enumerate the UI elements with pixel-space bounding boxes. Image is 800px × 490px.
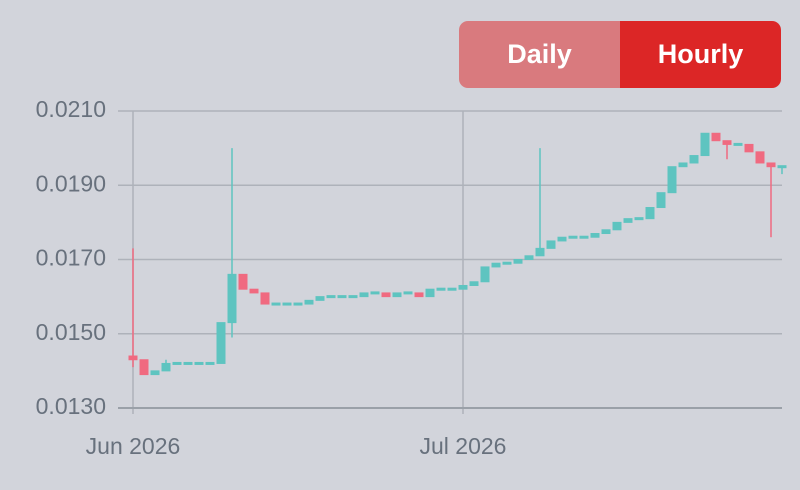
candle-body [766, 162, 776, 168]
range-toggle: Daily Hourly [459, 21, 781, 88]
candle-body [392, 292, 402, 298]
candle-body [315, 296, 325, 301]
candle-body [612, 221, 622, 231]
candle-body [502, 261, 512, 265]
candle-body [777, 165, 787, 169]
candle-body [425, 288, 435, 298]
candle-body [601, 229, 611, 235]
candle-body [623, 218, 633, 223]
candle-body [447, 287, 457, 291]
candle-body [436, 287, 446, 291]
candle-body [590, 233, 600, 238]
candle-body [337, 295, 347, 299]
candle-body [150, 370, 160, 376]
candle-body [403, 291, 413, 295]
candle-body [535, 247, 545, 257]
candle-body [205, 361, 215, 365]
candle-body [645, 207, 655, 220]
candle-body [491, 262, 501, 268]
candle-body [414, 292, 424, 298]
candle-body [678, 162, 688, 168]
candle-body [469, 281, 479, 286]
candle-body [172, 361, 182, 365]
candle-body [128, 355, 138, 361]
candle-body [161, 362, 171, 372]
candle-body [656, 192, 666, 209]
candle-body [579, 235, 589, 239]
candle-body [238, 273, 248, 290]
candle-body [359, 292, 369, 298]
candle-body [216, 322, 226, 364]
hourly-button[interactable]: Hourly [620, 21, 781, 88]
candle-body [139, 359, 149, 376]
y-tick-label: 0.0190 [36, 170, 106, 196]
y-tick-label: 0.0130 [36, 393, 106, 419]
candle-body [304, 299, 314, 305]
x-tick-label: Jul 2026 [420, 433, 507, 459]
candle-body [348, 295, 358, 299]
candle-body [271, 302, 281, 306]
candle-body [183, 361, 193, 365]
candle-body [282, 302, 292, 306]
candle-body [546, 240, 556, 249]
x-tick-label: Jun 2026 [86, 433, 181, 459]
candle-body [524, 255, 534, 261]
candle-body [700, 132, 710, 157]
candle-body [711, 132, 721, 142]
candle-body [744, 143, 754, 153]
candle-body [381, 292, 391, 298]
candle-body [227, 273, 237, 324]
candle-body [249, 288, 259, 294]
candle-body [557, 236, 567, 242]
candle-body [667, 166, 677, 194]
y-tick-label: 0.0210 [36, 96, 106, 122]
candle-body [194, 361, 204, 365]
candle-body [260, 292, 270, 305]
candle-body [458, 284, 468, 290]
candle-body [293, 302, 303, 306]
y-tick-label: 0.0150 [36, 319, 106, 345]
candle-body [480, 266, 490, 283]
candle-body [733, 142, 743, 146]
candle-body [326, 295, 336, 299]
candle-body [370, 291, 380, 295]
y-tick-label: 0.0170 [36, 245, 106, 271]
candle-body [755, 151, 765, 164]
candle-body [689, 155, 699, 164]
candle-body [722, 140, 732, 145]
candle-body [513, 259, 523, 264]
candle-body [568, 235, 578, 239]
daily-button[interactable]: Daily [459, 21, 620, 88]
candle-body [634, 217, 644, 221]
